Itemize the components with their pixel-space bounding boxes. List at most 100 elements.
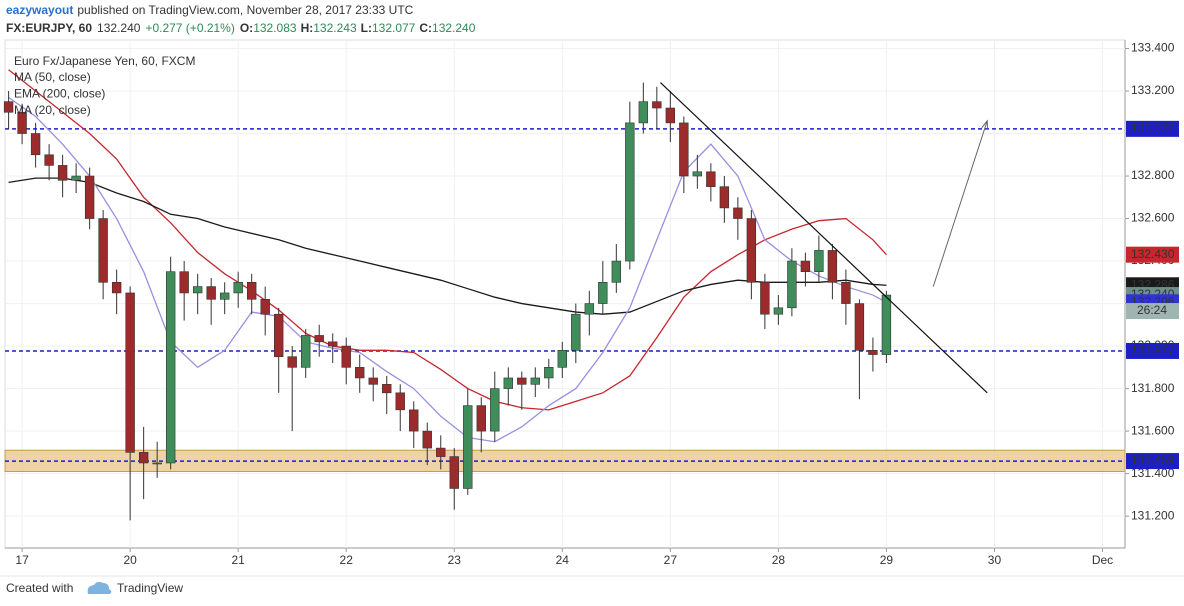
candle-body <box>773 307 784 315</box>
candle-body <box>814 250 824 272</box>
candle-body <box>179 271 189 294</box>
ohlc-label: H: <box>301 21 314 35</box>
candle-body <box>787 260 797 309</box>
candle-body <box>692 171 703 177</box>
candle-body <box>503 377 513 389</box>
candle-body <box>98 218 108 283</box>
candle-body <box>557 350 567 368</box>
candle-body <box>571 313 581 351</box>
price-tag <box>1126 120 1179 137</box>
candle-body <box>165 271 176 464</box>
x-tick-label: 23 <box>448 553 462 567</box>
candle-body <box>341 345 351 368</box>
candle-body <box>192 286 203 294</box>
candle-body <box>463 405 473 489</box>
candle-body <box>314 335 324 343</box>
ohlc-value: 132.083 <box>253 21 297 35</box>
footer-created: Created with <box>6 581 73 595</box>
ohlc-label: O: <box>240 21 253 35</box>
ohlc-value: 132.077 <box>372 21 416 35</box>
x-tick-label: Dec <box>1092 553 1113 567</box>
candle-body <box>382 384 392 394</box>
candle-body <box>44 154 54 166</box>
candle-body <box>260 299 270 315</box>
candle-body <box>301 335 311 368</box>
candle-body <box>328 341 338 347</box>
symbol: FX:EURJPY, 60 <box>6 21 92 35</box>
candle-body <box>652 101 662 109</box>
legend-entry: MA (20, close) <box>14 103 91 117</box>
candle-body <box>138 452 149 464</box>
chart-title: Euro Fx/Japanese Yen, 60, FXCM <box>14 54 195 68</box>
arrow-head <box>981 119 989 130</box>
x-tick-label: 22 <box>340 553 354 567</box>
candle-body <box>436 447 446 457</box>
candle-body <box>84 175 95 219</box>
y-tick-label: 132.800 <box>1131 168 1175 182</box>
candle-body <box>111 282 122 294</box>
price-tag-label: 132.430 <box>1131 247 1175 261</box>
x-tick-label: 29 <box>880 553 894 567</box>
author[interactable]: eazywayout <box>6 3 73 17</box>
footer-brand[interactable]: TradingView <box>117 581 183 595</box>
candle-body <box>206 286 216 300</box>
y-tick-label: 131.200 <box>1131 508 1175 522</box>
candle-body <box>17 111 27 134</box>
y-tick-label: 133.200 <box>1131 83 1175 97</box>
candle-body <box>517 377 527 385</box>
tv-logo <box>87 581 112 594</box>
header-line: eazywayout published on TradingView.com, … <box>6 3 414 17</box>
countdown: 26:24 <box>1137 303 1167 317</box>
candle-body <box>233 282 243 294</box>
candle-body <box>665 107 676 124</box>
candle-body <box>476 405 486 432</box>
x-tick-label: 21 <box>232 553 246 567</box>
candle-body <box>827 250 838 283</box>
candle-body <box>854 303 865 351</box>
candle-body <box>274 313 284 358</box>
x-tick-label: 17 <box>15 553 29 567</box>
candle-body <box>679 122 689 177</box>
candle-body <box>30 133 41 156</box>
candle-body <box>611 260 622 283</box>
y-tick-label: 133.400 <box>1131 41 1175 55</box>
y-tick-label: 131.600 <box>1131 423 1175 437</box>
candle-body <box>733 207 743 219</box>
x-tick-label: 28 <box>772 553 786 567</box>
legend-entry: EMA (200, close) <box>14 87 105 101</box>
ohlc-value: 132.243 <box>313 21 357 35</box>
indicator-line <box>8 96 887 443</box>
candle-body <box>760 282 770 315</box>
candle-body <box>800 260 811 272</box>
symbol-line: FX:EURJPY, 60 132.240 +0.277 (+0.21%) O:132… <box>6 21 476 35</box>
x-tick-label: 30 <box>988 553 1002 567</box>
candle-body <box>409 409 419 432</box>
candle-body <box>719 186 730 209</box>
arrow-line <box>932 120 988 287</box>
x-tick-label: 20 <box>123 553 137 567</box>
plot: 131.200131.400131.600131.800132.000132.2… <box>3 40 1175 567</box>
candle-body <box>881 294 892 355</box>
candle-body <box>219 292 230 300</box>
candle-body <box>125 292 135 453</box>
candle-body <box>584 303 594 315</box>
ohlc-label: L: <box>361 21 372 35</box>
trend-line <box>660 82 988 394</box>
candle-body <box>355 367 365 379</box>
price-tag <box>1126 453 1179 470</box>
candle-body <box>3 101 14 113</box>
candle-body <box>706 171 716 187</box>
published: published on TradingView.com, November 2… <box>77 3 413 17</box>
price-tag <box>1126 342 1179 359</box>
price: 132.240 <box>97 21 141 35</box>
candle-body <box>368 377 378 385</box>
candle-body <box>246 282 257 300</box>
candle-body <box>449 456 459 489</box>
change: +0.277 (+0.21%) <box>145 21 234 35</box>
x-tick-label: 27 <box>664 553 678 567</box>
candle-body <box>598 282 608 304</box>
candle-body <box>152 462 162 465</box>
y-tick-label: 132.600 <box>1131 211 1175 225</box>
price-tag-label: 131.459 <box>1131 453 1175 467</box>
